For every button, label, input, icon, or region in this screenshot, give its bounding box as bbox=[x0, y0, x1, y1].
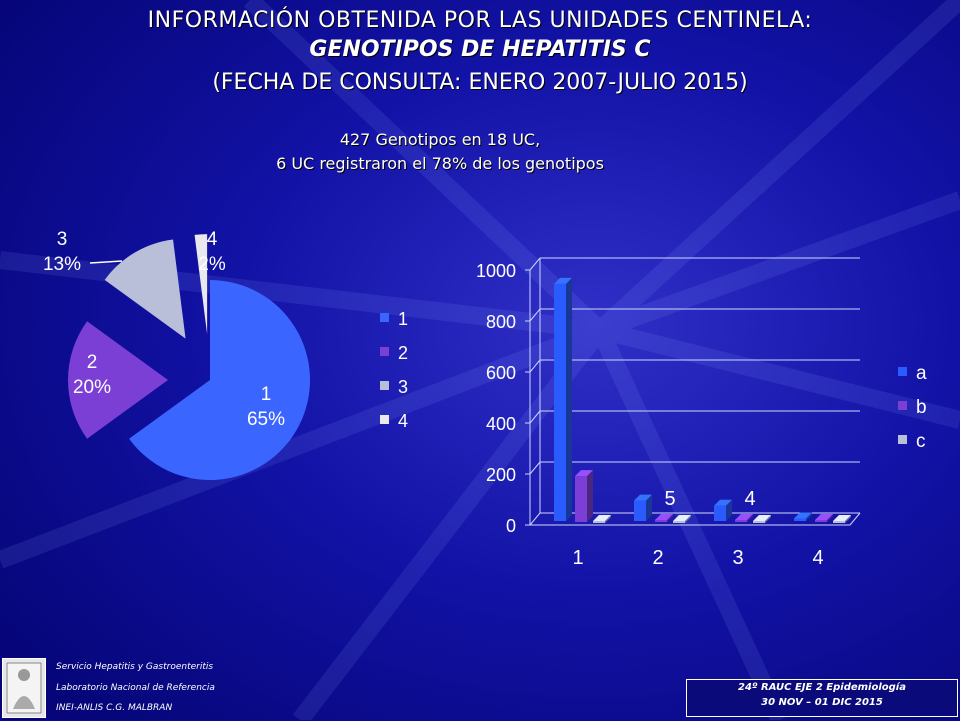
footer-left-line-1: Servicio Hepatitis y Gastroenteritis bbox=[56, 662, 214, 672]
floor-edge bbox=[849, 512, 861, 526]
grid-side bbox=[529, 461, 541, 475]
title-line-2: GENOTIPOS DE HEPATITIS C bbox=[309, 37, 651, 62]
title-line-1: INFORMACIÓN OBTENIDA POR LAS UNIDADES CE… bbox=[147, 8, 813, 33]
x-tick-label-1: 1 bbox=[572, 547, 583, 569]
y-tick-label: 0 bbox=[506, 516, 516, 536]
pie-label-percent-1: 65% bbox=[247, 409, 285, 430]
pie-legend: 1 2 3 4 bbox=[380, 309, 408, 431]
bar-legend-label-b: b bbox=[916, 397, 927, 418]
pie-chart: 1 65% 2 20% 3 13% 4 2% bbox=[43, 229, 310, 480]
bar-a-3 bbox=[714, 499, 732, 521]
bar-c-3 bbox=[753, 515, 771, 523]
x-tick-label-4: 4 bbox=[812, 547, 823, 569]
grid-side bbox=[529, 359, 541, 373]
data-label-2: 5 bbox=[664, 488, 675, 510]
bar-legend-swatch-c bbox=[898, 435, 907, 444]
pie-label-percent-2: 20% bbox=[73, 377, 111, 398]
pie-legend-label-4: 4 bbox=[398, 411, 408, 431]
x-tick-label-2: 2 bbox=[652, 547, 663, 569]
y-tick-label: 400 bbox=[486, 414, 516, 434]
pie-legend-label-1: 1 bbox=[398, 309, 408, 329]
footer-left-line-3: INEI-ANLIS C.G. MALBRAN bbox=[56, 703, 173, 713]
event-info-box: 24º RAUC EJE 2 Epidemiología 30 NOV – 01… bbox=[686, 679, 958, 717]
pie-legend-swatch-1 bbox=[380, 313, 389, 322]
bar-a-1 bbox=[554, 277, 572, 521]
pie-legend-label-3: 3 bbox=[398, 377, 408, 397]
grid-side bbox=[529, 410, 541, 424]
x-tick-label-3: 3 bbox=[732, 547, 743, 569]
y-tick-label: 1000 bbox=[476, 261, 516, 281]
footer-left-line-2: Laboratorio Nacional de Referencia bbox=[56, 683, 215, 693]
y-tick-label: 800 bbox=[486, 312, 516, 332]
pie-legend-swatch-4 bbox=[380, 415, 389, 424]
subtitle-line-1: 427 Genotipos en 18 UC, bbox=[339, 130, 541, 149]
pie-label-category-3: 3 bbox=[57, 229, 68, 250]
pie-slice-4 bbox=[194, 234, 208, 335]
bar-a-2 bbox=[634, 494, 652, 521]
bar-b-4 bbox=[815, 514, 833, 522]
bar-legend-swatch-a bbox=[898, 367, 907, 376]
subtitle-line-2: 6 UC registraron el 78% de los genotipos bbox=[276, 154, 604, 173]
title-line-3: (FECHA DE CONSULTA: ENERO 2007-JULIO 201… bbox=[212, 70, 748, 95]
y-tick-label: 600 bbox=[486, 363, 516, 383]
pie-label-percent-3: 13% bbox=[43, 254, 81, 275]
bar-c-1 bbox=[593, 515, 611, 523]
bar-legend-swatch-b bbox=[898, 401, 907, 410]
bar-c-2 bbox=[673, 515, 691, 523]
pie-label-percent-4: 2% bbox=[198, 254, 226, 275]
data-label-3: 4 bbox=[744, 488, 755, 510]
pie-slice-1 bbox=[129, 280, 310, 480]
y-tick-label: 200 bbox=[486, 465, 516, 485]
bar-legend: abc bbox=[898, 363, 927, 452]
pie-legend-swatch-3 bbox=[380, 381, 389, 390]
pie-legend-label-2: 2 bbox=[398, 343, 408, 363]
pie-leader-line-3 bbox=[89, 260, 123, 264]
grid-side bbox=[529, 308, 541, 322]
bar-c-4 bbox=[833, 515, 851, 523]
event-dates: 30 NOV – 01 DIC 2015 bbox=[761, 697, 883, 708]
pie-slice-2 bbox=[67, 321, 168, 439]
institution-logo bbox=[2, 658, 46, 718]
event-name: 24º RAUC EJE 2 Epidemiología bbox=[738, 682, 906, 693]
pie-slice-3 bbox=[104, 239, 186, 339]
bar-b-1 bbox=[575, 470, 593, 522]
bar-b-2 bbox=[655, 514, 673, 522]
bar-legend-label-c: c bbox=[916, 431, 926, 452]
bar-legend-label-a: a bbox=[916, 363, 927, 384]
pie-legend-swatch-2 bbox=[380, 347, 389, 356]
bar-b-3 bbox=[735, 514, 753, 522]
pie-label-category-1: 1 bbox=[261, 384, 272, 405]
bar-chart: 0 200 400 600 800 1000 1 2 3 4 5 4 bbox=[476, 257, 861, 569]
grid-side bbox=[529, 512, 541, 526]
pie-label-category-4: 4 bbox=[207, 229, 218, 250]
bar-a-4 bbox=[794, 512, 812, 521]
grid-side bbox=[529, 257, 541, 271]
pie-label-category-2: 2 bbox=[87, 352, 98, 373]
